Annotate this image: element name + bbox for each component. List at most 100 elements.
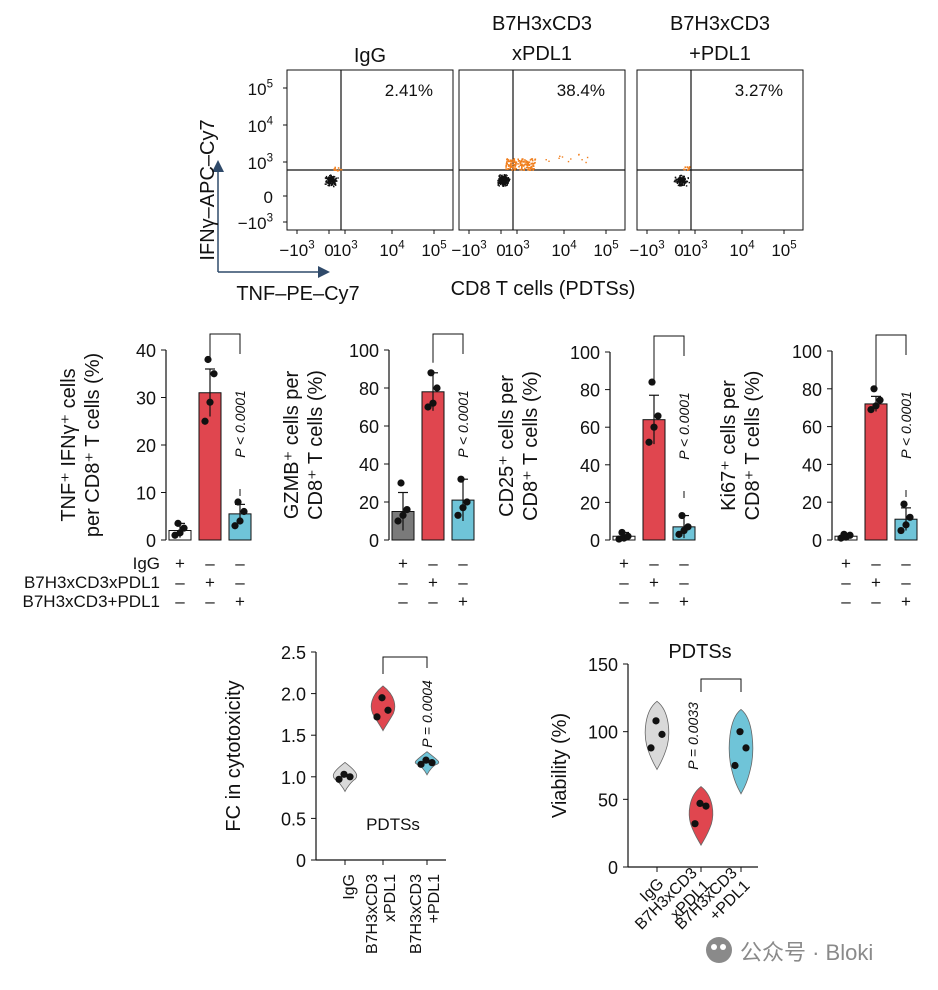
data-point (846, 531, 854, 539)
data-point (384, 706, 392, 714)
positive-event-dot (513, 160, 516, 162)
event-dot (682, 175, 684, 177)
positive-event-dot (525, 160, 527, 162)
positive-event-dot (585, 161, 587, 164)
event-dot (679, 175, 681, 177)
positive-event-dot (512, 159, 515, 161)
x-arrow-head-icon (318, 266, 330, 278)
y-tick-label: 80 (580, 381, 600, 401)
positive-event-dot (337, 169, 340, 172)
event-dot (677, 179, 680, 182)
event-dot (505, 174, 507, 176)
positive-event-dot (511, 166, 514, 168)
event-dot (331, 181, 333, 183)
y-tick-label: 10 (136, 484, 156, 504)
positive-event-dot (523, 169, 525, 171)
event-dot (505, 184, 508, 187)
event-dot (334, 183, 336, 186)
event-dot (324, 183, 326, 185)
y-axis-label-line1: Ki67⁺ cells per (718, 380, 740, 511)
positive-event-dot (337, 167, 340, 169)
positive-event-dot (513, 169, 516, 171)
positive-event-dot (512, 163, 514, 166)
treatment-sign: – (841, 592, 851, 611)
positive-event-dot (558, 157, 560, 159)
positive-event-dot (531, 166, 533, 168)
positive-event-dot (528, 167, 530, 169)
event-dot (329, 181, 332, 184)
event-dot (501, 181, 503, 183)
event-dot (509, 178, 511, 181)
y-tick-label: 100 (588, 723, 618, 743)
positive-event-dot (570, 158, 572, 160)
treatment-sign: – (205, 554, 215, 573)
positive-event-dot (509, 167, 511, 170)
positive-event-dot (522, 161, 524, 163)
positive-event-dot (688, 167, 690, 169)
treatment-sign: – (841, 573, 851, 592)
flow-panel-title: xPDL1 (512, 43, 572, 65)
positive-event-dot (559, 155, 561, 157)
violin-row: 0 0.5 1.0 1.5 2.0 2.5 FC in cytotoxicity IgG B7H… (223, 641, 758, 954)
data-point (840, 530, 848, 538)
y-axis-label-line2: per CD8⁺ T cells (%) (82, 353, 104, 537)
treatment-sign: + (871, 573, 881, 592)
data-point (206, 398, 214, 406)
p-value-label: P = 0.0004 (419, 680, 435, 748)
event-dot (678, 176, 680, 179)
quadrant-percent: 2.41% (385, 81, 433, 100)
positive-event-dot (521, 165, 523, 168)
bar (421, 391, 445, 541)
watermark-text: 公众号 · Bloki (740, 940, 873, 965)
positive-event-dot (684, 166, 687, 168)
event-dot (498, 178, 501, 181)
positive-event-dot (581, 159, 583, 161)
flow-panel-title: B7H3xCD3 (670, 13, 770, 35)
event-dot (330, 176, 333, 179)
event-dot (326, 182, 328, 184)
event-dot (684, 182, 687, 184)
quadrant-percent: 38.4% (557, 81, 605, 100)
y-tick-label: 40 (136, 341, 156, 361)
data-point (180, 524, 188, 532)
treatment-sign: + (901, 592, 911, 611)
event-dot (499, 182, 501, 185)
event-dot (505, 178, 507, 180)
event-dot (506, 178, 508, 180)
event-dot (677, 184, 680, 187)
y-tick-label: 60 (802, 418, 822, 438)
event-dot (679, 178, 681, 180)
treatment-sign: + (619, 554, 629, 573)
data-point (872, 402, 880, 410)
x-tick-label: −103 (451, 239, 486, 260)
event-dot (329, 180, 331, 182)
event-dot (680, 180, 683, 182)
significance-bracket (432, 333, 464, 363)
treatment-sign: – (619, 573, 629, 592)
event-dot (328, 183, 331, 185)
event-dot (327, 181, 330, 184)
event-dot (678, 181, 681, 183)
data-point (433, 384, 441, 392)
treatment-sign: + (398, 554, 408, 573)
event-dot (507, 179, 509, 181)
event-dot (677, 180, 680, 183)
positive-event-dot (534, 159, 536, 161)
event-dot (500, 182, 502, 184)
x-tick-label: 103 (332, 239, 357, 260)
positive-event-dot (545, 159, 547, 161)
y-axis-label: FC in cytotoxicity (223, 680, 245, 831)
positive-event-dot (507, 164, 510, 166)
treatment-row-label: IgG (133, 554, 160, 573)
bar-chart: 0 20 40 60 80 100 GZMB⁺ cells per CD8⁺ T cells … (281, 333, 475, 611)
data-point (403, 506, 411, 514)
y-tick-label: 30 (136, 389, 156, 409)
y-tick-label: 0 (146, 531, 156, 551)
data-point (399, 511, 407, 519)
treatment-sign: – (679, 554, 689, 573)
event-dot (329, 174, 331, 177)
violin-chart: 0 0.5 1.0 1.5 2.0 2.5 FC in cytotoxicity IgG B7H… (223, 643, 446, 954)
positive-event-dot (521, 158, 523, 160)
event-dot (679, 177, 682, 179)
event-dot (686, 180, 688, 182)
